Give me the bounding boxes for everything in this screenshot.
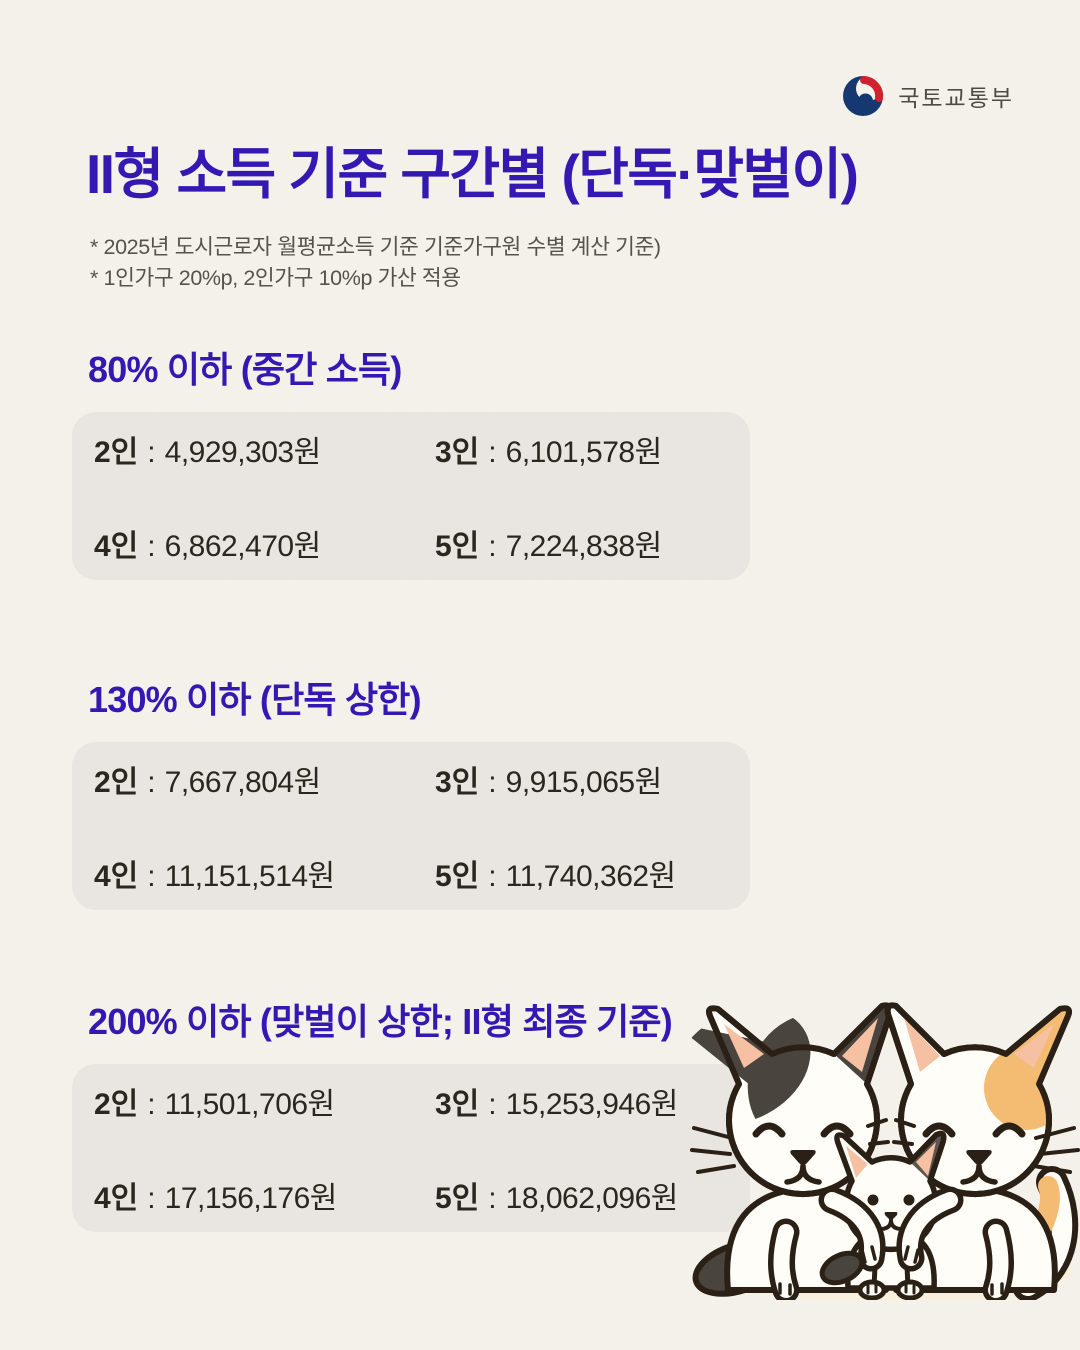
section-80-percent: 80% 이하 (중간 소득) 2인:4,929,303원 3인:6,101,57… [72,350,750,580]
page-title: II형 소득 기준 구간별 (단독·맞벌이) [86,143,859,205]
income-item: 4인:17,156,176원 [94,1173,435,1217]
income-item: 2인:11,501,706원 [94,1079,435,1123]
footnote-line: * 1인가구 20%p, 2인가구 10%p 가산 적용 [90,266,461,291]
income-item: 3인:9,915,065원 [435,757,728,801]
section-130-percent: 130% 이하 (단독 상한) 2인:7,667,804원 3인:9,915,0… [72,680,750,910]
income-item: 3인:15,253,946원 [435,1079,728,1123]
income-item: 4인:6,862,470원 [94,521,435,565]
income-item: 2인:7,667,804원 [94,757,435,801]
section-heading: 130% 이하 (단독 상한) [88,679,422,720]
gov-logo: 국토교통부 [839,72,1014,120]
separator: : [488,1182,497,1215]
separator: : [147,530,156,563]
separator: : [488,860,497,893]
separator: : [147,766,156,799]
income-item: 4인:11,151,514원 [94,851,435,895]
income-amount: 9,915,065원 [505,766,663,799]
income-amount: 15,253,946원 [505,1088,679,1121]
separator: : [147,860,156,893]
cat-family-illustration [690,1002,1080,1300]
income-item: 3인:6,101,578원 [435,427,728,471]
household-size: 2인 [94,1088,139,1121]
household-size: 2인 [94,766,139,799]
separator: : [147,436,156,469]
household-size: 5인 [435,860,480,893]
income-amount: 6,862,470원 [164,530,322,563]
footnotes: * 2025년 도시근로자 월평균소득 기준 기준가구원 수별 계산 기준) *… [90,232,661,294]
income-item: 5인:7,224,838원 [435,521,728,565]
income-amount: 11,501,706원 [164,1088,336,1121]
separator: : [147,1182,156,1215]
income-table: 2인:4,929,303원 3인:6,101,578원 4인:6,862,470… [72,412,750,580]
separator: : [488,1088,497,1121]
separator: : [488,766,497,799]
income-amount: 11,151,514원 [164,860,336,893]
income-item: 5인:18,062,096원 [435,1173,728,1217]
footnote-line: * 2025년 도시근로자 월평균소득 기준 기준가구원 수별 계산 기준) [90,235,661,259]
separator: : [488,436,497,469]
income-item: 2인:4,929,303원 [94,427,435,471]
household-size: 2인 [94,436,139,469]
household-size: 4인 [94,530,139,563]
household-size: 5인 [435,1182,480,1215]
household-size: 3인 [435,436,480,469]
household-size: 4인 [94,860,139,893]
income-amount: 7,667,804원 [164,766,322,799]
separator: : [488,530,497,563]
income-amount: 6,101,578원 [505,436,663,469]
household-size: 4인 [94,1182,139,1215]
income-item: 5인:11,740,362원 [435,851,728,895]
section-heading: 200% 이하 (맞벌이 상한; II형 최종 기준) [88,1001,673,1042]
separator: : [147,1088,156,1121]
household-size: 3인 [435,766,480,799]
income-amount: 7,224,838원 [505,530,663,563]
household-size: 3인 [435,1088,480,1121]
income-amount: 17,156,176원 [164,1182,338,1215]
income-amount: 18,062,096원 [505,1182,679,1215]
income-table: 2인:7,667,804원 3인:9,915,065원 4인:11,151,51… [72,742,750,910]
income-table: 2인:11,501,706원 3인:15,253,946원 4인:17,156,… [72,1064,750,1232]
household-size: 5인 [435,530,480,563]
section-200-percent: 200% 이하 (맞벌이 상한; II형 최종 기준) 2인:11,501,70… [72,1002,750,1232]
income-amount: 4,929,303원 [164,436,322,469]
agency-name: 국토교통부 [898,85,1014,111]
section-heading: 80% 이하 (중간 소득) [88,349,402,390]
korea-government-emblem-icon [843,76,884,116]
income-amount: 11,740,362원 [505,860,677,893]
